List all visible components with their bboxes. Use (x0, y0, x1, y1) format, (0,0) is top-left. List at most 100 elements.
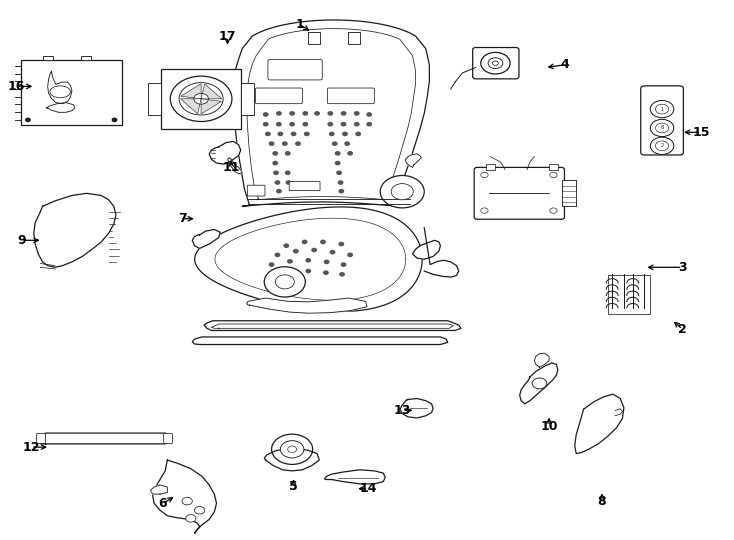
Circle shape (488, 58, 503, 69)
Circle shape (273, 152, 277, 155)
Circle shape (290, 112, 294, 115)
Text: 3: 3 (678, 261, 687, 274)
Circle shape (340, 273, 344, 276)
Text: 8: 8 (661, 125, 664, 131)
Circle shape (277, 190, 281, 193)
Circle shape (266, 132, 270, 136)
Polygon shape (534, 353, 549, 367)
Text: 2: 2 (661, 143, 664, 148)
FancyBboxPatch shape (268, 59, 322, 80)
Circle shape (303, 112, 308, 115)
Circle shape (335, 152, 340, 155)
Circle shape (284, 244, 288, 247)
Circle shape (275, 275, 294, 289)
Polygon shape (181, 99, 201, 114)
Circle shape (391, 184, 413, 200)
Circle shape (348, 152, 352, 155)
FancyBboxPatch shape (327, 88, 374, 104)
Circle shape (294, 249, 298, 253)
Polygon shape (204, 321, 461, 330)
Polygon shape (34, 193, 116, 267)
Polygon shape (247, 298, 367, 313)
Circle shape (356, 132, 360, 136)
Bar (562, 180, 576, 206)
Text: 1: 1 (295, 18, 304, 31)
Bar (241, 83, 254, 115)
Circle shape (170, 76, 232, 122)
FancyBboxPatch shape (247, 185, 265, 196)
Circle shape (195, 507, 205, 514)
Circle shape (283, 142, 287, 145)
Circle shape (532, 378, 547, 389)
Circle shape (345, 142, 349, 145)
Circle shape (272, 434, 313, 464)
Text: 14: 14 (360, 482, 377, 495)
Circle shape (550, 172, 557, 178)
Circle shape (355, 112, 359, 115)
Circle shape (324, 271, 328, 274)
Polygon shape (181, 84, 201, 99)
Polygon shape (150, 485, 167, 494)
Polygon shape (264, 448, 319, 471)
FancyBboxPatch shape (474, 167, 564, 219)
Bar (148, 83, 161, 115)
Circle shape (650, 119, 674, 137)
Text: 5: 5 (289, 480, 298, 492)
Circle shape (481, 208, 488, 213)
Text: 17: 17 (219, 30, 236, 43)
Circle shape (26, 118, 30, 122)
Polygon shape (192, 337, 448, 345)
Circle shape (290, 123, 294, 126)
Circle shape (330, 251, 335, 254)
Circle shape (277, 112, 281, 115)
Circle shape (264, 113, 268, 116)
Circle shape (286, 181, 291, 184)
Text: 8: 8 (597, 495, 606, 508)
Circle shape (271, 273, 275, 276)
Circle shape (655, 104, 669, 114)
Ellipse shape (50, 86, 70, 98)
Bar (348, 32, 360, 44)
Text: 11: 11 (222, 161, 240, 174)
Text: 4: 4 (561, 58, 570, 71)
Circle shape (277, 123, 281, 126)
Circle shape (264, 123, 268, 126)
Polygon shape (575, 394, 624, 454)
FancyBboxPatch shape (255, 88, 302, 104)
Polygon shape (400, 399, 433, 418)
Circle shape (286, 171, 290, 174)
Polygon shape (520, 363, 558, 404)
Circle shape (312, 248, 316, 252)
Circle shape (112, 118, 117, 122)
Circle shape (273, 161, 277, 165)
Circle shape (278, 132, 283, 136)
Bar (486, 164, 495, 170)
FancyBboxPatch shape (289, 181, 320, 191)
FancyBboxPatch shape (37, 434, 46, 443)
Text: 15: 15 (692, 126, 710, 139)
Text: 10: 10 (540, 420, 558, 433)
Circle shape (328, 112, 333, 115)
Circle shape (274, 171, 278, 174)
Circle shape (305, 132, 309, 136)
Circle shape (286, 152, 290, 155)
Circle shape (328, 123, 333, 126)
Circle shape (355, 123, 359, 126)
Circle shape (330, 132, 334, 136)
Circle shape (550, 208, 557, 213)
Circle shape (194, 93, 208, 104)
FancyBboxPatch shape (161, 69, 241, 129)
Circle shape (341, 112, 346, 115)
Circle shape (280, 441, 304, 458)
Circle shape (348, 253, 352, 256)
Circle shape (321, 240, 325, 244)
FancyBboxPatch shape (473, 48, 519, 79)
Circle shape (481, 52, 510, 74)
Polygon shape (233, 20, 429, 206)
Circle shape (303, 123, 308, 126)
Bar (81, 56, 91, 60)
Polygon shape (413, 240, 440, 259)
Polygon shape (405, 154, 421, 167)
Text: 12: 12 (22, 441, 40, 454)
Circle shape (339, 242, 344, 246)
